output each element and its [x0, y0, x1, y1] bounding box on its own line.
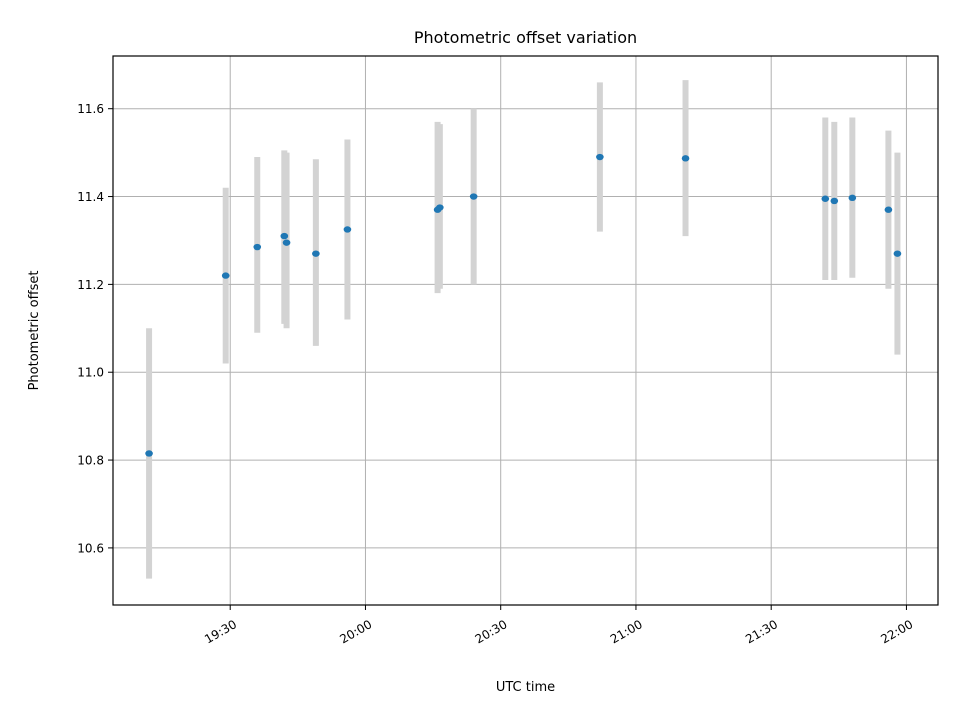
y-tick-label: 11.6 — [77, 102, 104, 116]
chart-title: Photometric offset variation — [414, 28, 637, 47]
data-point — [893, 250, 902, 257]
plot-frame — [112, 55, 939, 606]
data-point — [830, 197, 839, 205]
data-point — [253, 243, 262, 251]
data-point — [280, 232, 289, 240]
data-point — [596, 153, 604, 161]
data-point — [221, 272, 230, 279]
data-point — [312, 250, 320, 257]
data-point — [436, 204, 444, 211]
y-tick-label: 11.2 — [77, 278, 104, 292]
y-tick-label: 11.0 — [77, 366, 104, 380]
grid-lines — [113, 56, 938, 605]
data-point — [469, 193, 478, 200]
data-point — [884, 206, 893, 213]
data-point — [848, 194, 857, 202]
y-tick-label: 10.8 — [77, 454, 104, 468]
data-points — [145, 153, 902, 457]
data-point — [145, 450, 153, 457]
y-tick-label: 10.6 — [77, 541, 104, 555]
y-tick-label: 11.4 — [77, 190, 104, 204]
x-axis-label: UTC time — [496, 680, 555, 695]
data-point — [821, 195, 830, 202]
data-point — [282, 239, 291, 246]
y-axis-ticks: 10.6 10.8 11.0 11.2 11.4 11.6 — [77, 102, 113, 555]
data-point — [343, 226, 352, 233]
data-point — [681, 155, 690, 162]
y-axis-label: Photometric offset — [27, 271, 42, 391]
